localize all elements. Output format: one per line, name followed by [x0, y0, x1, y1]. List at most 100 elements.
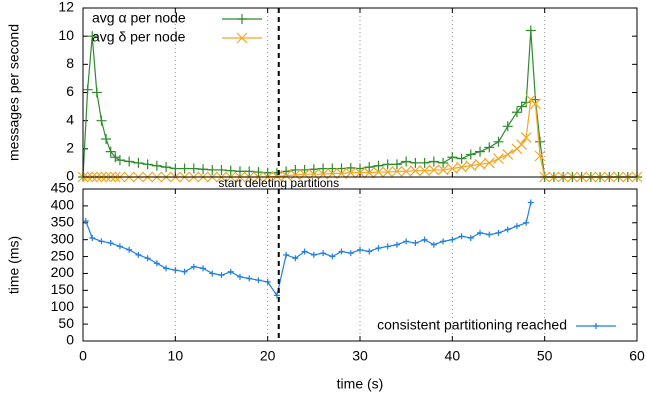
plot-frame [82, 188, 638, 342]
y-tick-label: 450 [51, 180, 75, 196]
y-tick-label: 2 [66, 140, 74, 156]
point-marker [101, 133, 112, 144]
point-marker [428, 156, 439, 167]
point-marker [225, 165, 236, 176]
point-marker [400, 165, 412, 177]
point-marker [447, 152, 458, 163]
point-marker [410, 157, 421, 168]
point-marker [419, 157, 430, 168]
point-marker [511, 107, 522, 118]
y-tick-label: 250 [51, 247, 75, 263]
point-marker [200, 265, 207, 272]
point-marker [357, 246, 363, 253]
point-marker [292, 255, 299, 262]
point-marker [308, 164, 319, 175]
legend-marker [593, 323, 599, 329]
y-tick-label: 100 [51, 298, 75, 314]
point-marker [91, 87, 102, 98]
point-marker [483, 157, 495, 169]
point-marker [428, 164, 440, 176]
point-marker [364, 162, 375, 173]
point-marker [409, 165, 421, 177]
point-marker [338, 248, 345, 255]
point-marker [437, 164, 449, 176]
point-marker [504, 226, 511, 233]
point-marker [530, 98, 541, 110]
point-marker [329, 253, 336, 260]
series-line [85, 202, 532, 297]
legend-label: avg α per node [92, 10, 186, 26]
point-marker [207, 164, 218, 175]
point-marker [502, 149, 514, 160]
point-marker [116, 243, 123, 250]
point-marker [438, 157, 449, 168]
point-marker [467, 234, 474, 241]
point-marker [484, 142, 495, 153]
point-marker [153, 260, 160, 267]
point-marker [198, 164, 209, 175]
point-marker [403, 238, 410, 245]
point-marker [299, 168, 311, 180]
point-marker [151, 160, 162, 171]
legend-marker [236, 32, 248, 44]
point-marker [495, 229, 502, 236]
point-marker [179, 163, 190, 174]
point-marker [456, 161, 467, 173]
point-marker [190, 263, 197, 270]
point-marker [412, 240, 419, 247]
point-marker [227, 268, 234, 275]
point-marker [516, 139, 528, 151]
x-tick-label: 40 [445, 348, 461, 364]
point-marker [516, 101, 527, 112]
y-tick-label: 200 [51, 264, 75, 280]
point-marker [421, 236, 428, 243]
point-marker [82, 218, 89, 225]
point-marker [375, 245, 382, 252]
point-marker [354, 167, 366, 179]
point-marker [87, 31, 98, 42]
y-tick-label: 4 [66, 111, 74, 127]
point-marker [456, 153, 467, 164]
point-marker [105, 146, 116, 157]
y-tick-label: 300 [51, 230, 75, 246]
point-marker [502, 121, 513, 132]
point-marker [486, 231, 493, 238]
point-marker [181, 268, 188, 275]
point-marker [465, 160, 477, 172]
point-marker [534, 150, 546, 162]
x-tick-label: 30 [352, 348, 368, 364]
legend-label: avg δ per node [92, 29, 186, 45]
point-marker [521, 97, 532, 108]
point-marker [355, 163, 365, 174]
point-marker [299, 164, 310, 175]
x-axis-label: time (s) [337, 376, 384, 392]
x-tick-label: 20 [260, 348, 276, 364]
point-marker [458, 233, 465, 240]
point-marker [98, 238, 105, 245]
point-marker [327, 163, 338, 174]
point-marker [82, 84, 93, 95]
point-marker [310, 251, 317, 258]
point-marker [124, 156, 135, 167]
y-tick-label: 8 [66, 55, 74, 71]
point-marker [144, 255, 151, 262]
point-marker [520, 132, 532, 143]
point-marker [318, 163, 329, 174]
point-marker [320, 250, 327, 257]
point-marker [373, 166, 384, 178]
y-axis-label: messages per second [6, 24, 22, 161]
point-marker [290, 164, 301, 175]
point-marker [345, 167, 357, 179]
point-marker [301, 248, 308, 255]
x-tick-label: 50 [537, 348, 553, 364]
point-marker [163, 265, 170, 272]
point-marker [188, 163, 199, 174]
point-marker [523, 219, 530, 226]
y-tick-label: 0 [66, 332, 74, 348]
point-marker [236, 273, 243, 280]
point-marker [493, 136, 504, 147]
point-marker [493, 153, 504, 165]
plot-frame [82, 7, 638, 178]
point-marker [382, 166, 394, 178]
point-marker [273, 292, 280, 299]
